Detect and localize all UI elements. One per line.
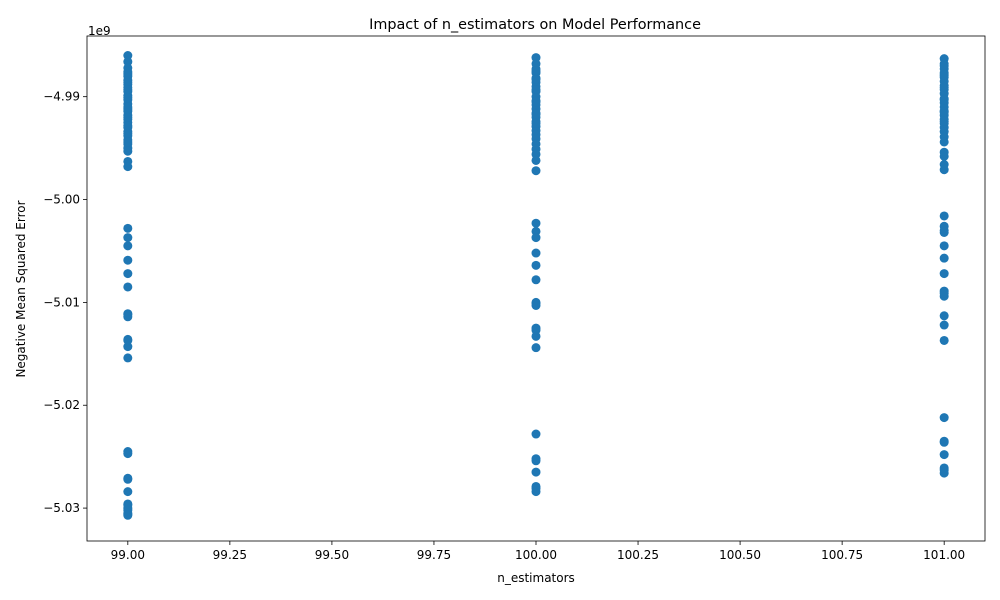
data-point [531,298,541,308]
data-point [939,311,949,321]
x-tick-label: 99.75 [417,548,451,562]
data-point [939,165,949,175]
data-point [939,107,949,117]
data-point [531,166,541,176]
data-point [939,95,949,105]
y-offset-label: 1e9 [88,24,111,38]
x-tick-label: 99.25 [213,548,247,562]
data-point [531,248,541,258]
y-tick-label: −5.02 [43,398,80,412]
y-axis-label: Negative Mean Squared Error [14,200,28,377]
data-point [123,474,133,484]
data-point [531,155,541,165]
data-point [123,223,133,233]
data-point [123,120,133,130]
data-point [939,320,949,330]
data-point [939,82,949,92]
x-tick-label: 100.75 [821,548,863,562]
data-point [939,70,949,80]
data-point [123,51,133,61]
data-point [123,112,133,122]
data-point [123,146,133,156]
x-tick-label: 100.00 [515,548,557,562]
x-tick-label: 100.50 [719,548,761,562]
data-point [531,260,541,270]
data-point [123,487,133,497]
data-point [531,84,541,94]
data-point [531,343,541,353]
data-point [531,484,541,494]
data-point [531,456,541,466]
data-point [531,218,541,228]
data-point [939,288,949,298]
data-point [939,116,949,126]
data-point [531,149,541,159]
data-point [123,342,133,352]
data-point [939,450,949,460]
data-point [531,331,541,341]
data-point [123,129,133,139]
data-point [531,325,541,335]
data-point [939,225,949,235]
data-point [939,413,949,423]
data-point [123,449,133,459]
x-tick-label: 101.00 [923,548,965,562]
y-tick-label: −5.01 [43,295,80,309]
data-points [123,51,949,520]
data-point [939,61,949,71]
data-point [939,465,949,475]
x-tick-label: 100.25 [617,548,659,562]
data-point [123,104,133,114]
y-tick-label: −5.03 [43,501,80,515]
data-point [531,74,541,84]
data-point [939,253,949,263]
y-tick-label: −4.99 [43,90,80,104]
data-point [123,57,133,67]
data-point [123,84,133,94]
data-point [531,53,541,63]
data-point [123,69,133,79]
data-point [939,437,949,447]
x-axis-ticks: 99.00 99.25 99.50 99.75 100.00 100.25 100.50 10… [111,541,965,562]
data-point [531,66,541,76]
data-point [939,335,949,345]
data-point [531,233,541,243]
data-point [531,97,541,107]
data-point [123,77,133,87]
data-point [123,509,133,519]
data-point [123,233,133,243]
y-axis-ticks: −4.99 −5.00 −5.01 −5.02 −5.03 [43,90,87,515]
y-tick-label: −5.00 [43,193,80,207]
data-point [123,353,133,363]
data-point [939,211,949,221]
data-point [531,109,541,119]
data-point [123,162,133,172]
chart-title: Impact of n_estimators on Model Performa… [369,17,701,33]
data-point [123,269,133,279]
x-tick-label: 99.00 [111,548,145,562]
data-point [531,429,541,439]
x-axis-label: n_estimators [497,571,575,585]
data-point [939,151,949,161]
data-point [939,269,949,279]
data-point [939,137,949,147]
data-point [123,335,133,345]
data-point [531,467,541,477]
x-tick-label: 99.50 [315,548,349,562]
data-point [531,118,541,128]
data-point [531,226,541,236]
data-point [123,241,133,251]
data-point [939,241,949,251]
data-point [123,310,133,320]
data-point [123,137,133,147]
data-point [123,255,133,265]
data-point [531,275,541,285]
data-point [123,282,133,292]
data-point [123,93,133,103]
